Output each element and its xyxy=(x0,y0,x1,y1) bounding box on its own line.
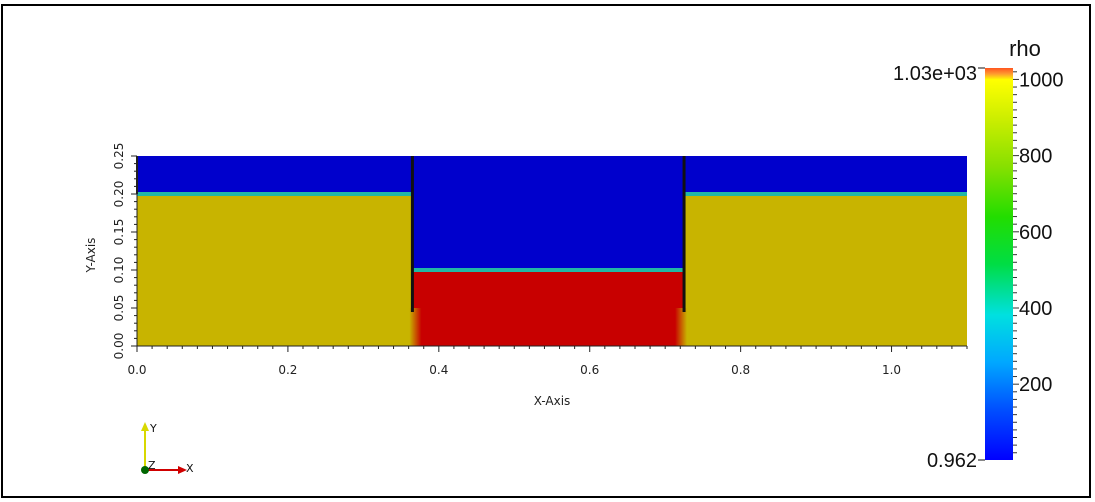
triad-x-arrow xyxy=(178,466,187,474)
interface-4 xyxy=(684,192,967,196)
triad-y-arrow xyxy=(141,422,149,431)
y-tick-label: 0.15 xyxy=(112,219,126,246)
region-cell-2 xyxy=(412,270,685,346)
y-tick-label: 0.25 xyxy=(112,143,126,170)
colorbar-gradient xyxy=(985,68,1013,460)
x-tick-label: 1.0 xyxy=(882,363,901,377)
density-field xyxy=(137,156,967,346)
blend-left xyxy=(409,308,422,346)
region-cell-0 xyxy=(137,194,413,346)
orientation-axes: Y Z X xyxy=(141,422,194,475)
region-cell-3 xyxy=(412,156,685,270)
colorbar-min-label: 0.962 xyxy=(927,450,977,472)
x-tick-label: 0.8 xyxy=(731,363,750,377)
y-tick-label: 0.05 xyxy=(112,295,126,322)
colorbar-tick-label: 400 xyxy=(1019,298,1052,320)
colorbar-tick-label: 600 xyxy=(1019,222,1052,244)
x-axis: 0.0 0.2 0.4 0.6 0.8 1.0 xyxy=(127,345,968,377)
triad-z-label: Z xyxy=(148,459,156,472)
x-tick-label: 0.4 xyxy=(429,363,448,377)
interface-2 xyxy=(412,268,685,272)
y-tick-label: 0.00 xyxy=(112,333,126,360)
colorbar-title: rho xyxy=(1009,36,1041,61)
region-cell-5 xyxy=(684,156,967,194)
x-axis-title: X-Axis xyxy=(534,394,571,408)
colorbar-tick-label: 1000 xyxy=(1019,69,1064,91)
interface-lines xyxy=(137,192,967,272)
interface-0 xyxy=(137,192,413,196)
x-tick-label: 0.0 xyxy=(127,363,146,377)
y-tick-label: 0.10 xyxy=(112,257,126,284)
triad-y-label: Y xyxy=(149,422,157,435)
region-cell-1 xyxy=(137,156,413,194)
colorbar: 200 400 600 800 1000 rho 1.03e+03 0.962 xyxy=(893,36,1063,472)
y-axis-title: Y-Axis xyxy=(84,238,98,274)
density-blends xyxy=(409,308,688,346)
y-axis: 0.00 0.05 0.10 0.15 0.20 0.25 xyxy=(112,143,138,360)
blend-right xyxy=(675,308,688,346)
colorbar-tick-label: 200 xyxy=(1019,374,1052,396)
colorbar-ticks: 200 400 600 800 1000 xyxy=(1013,69,1064,454)
x-tick-label: 0.6 xyxy=(580,363,599,377)
colorbar-tick-label: 800 xyxy=(1019,146,1052,168)
region-cell-4 xyxy=(684,194,967,346)
x-tick-label: 0.2 xyxy=(278,363,297,377)
triad-z-dot xyxy=(141,466,149,474)
colorbar-max-label: 1.03e+03 xyxy=(893,63,977,85)
y-tick-label: 0.20 xyxy=(112,181,126,208)
triad-x-label: X xyxy=(186,462,194,475)
